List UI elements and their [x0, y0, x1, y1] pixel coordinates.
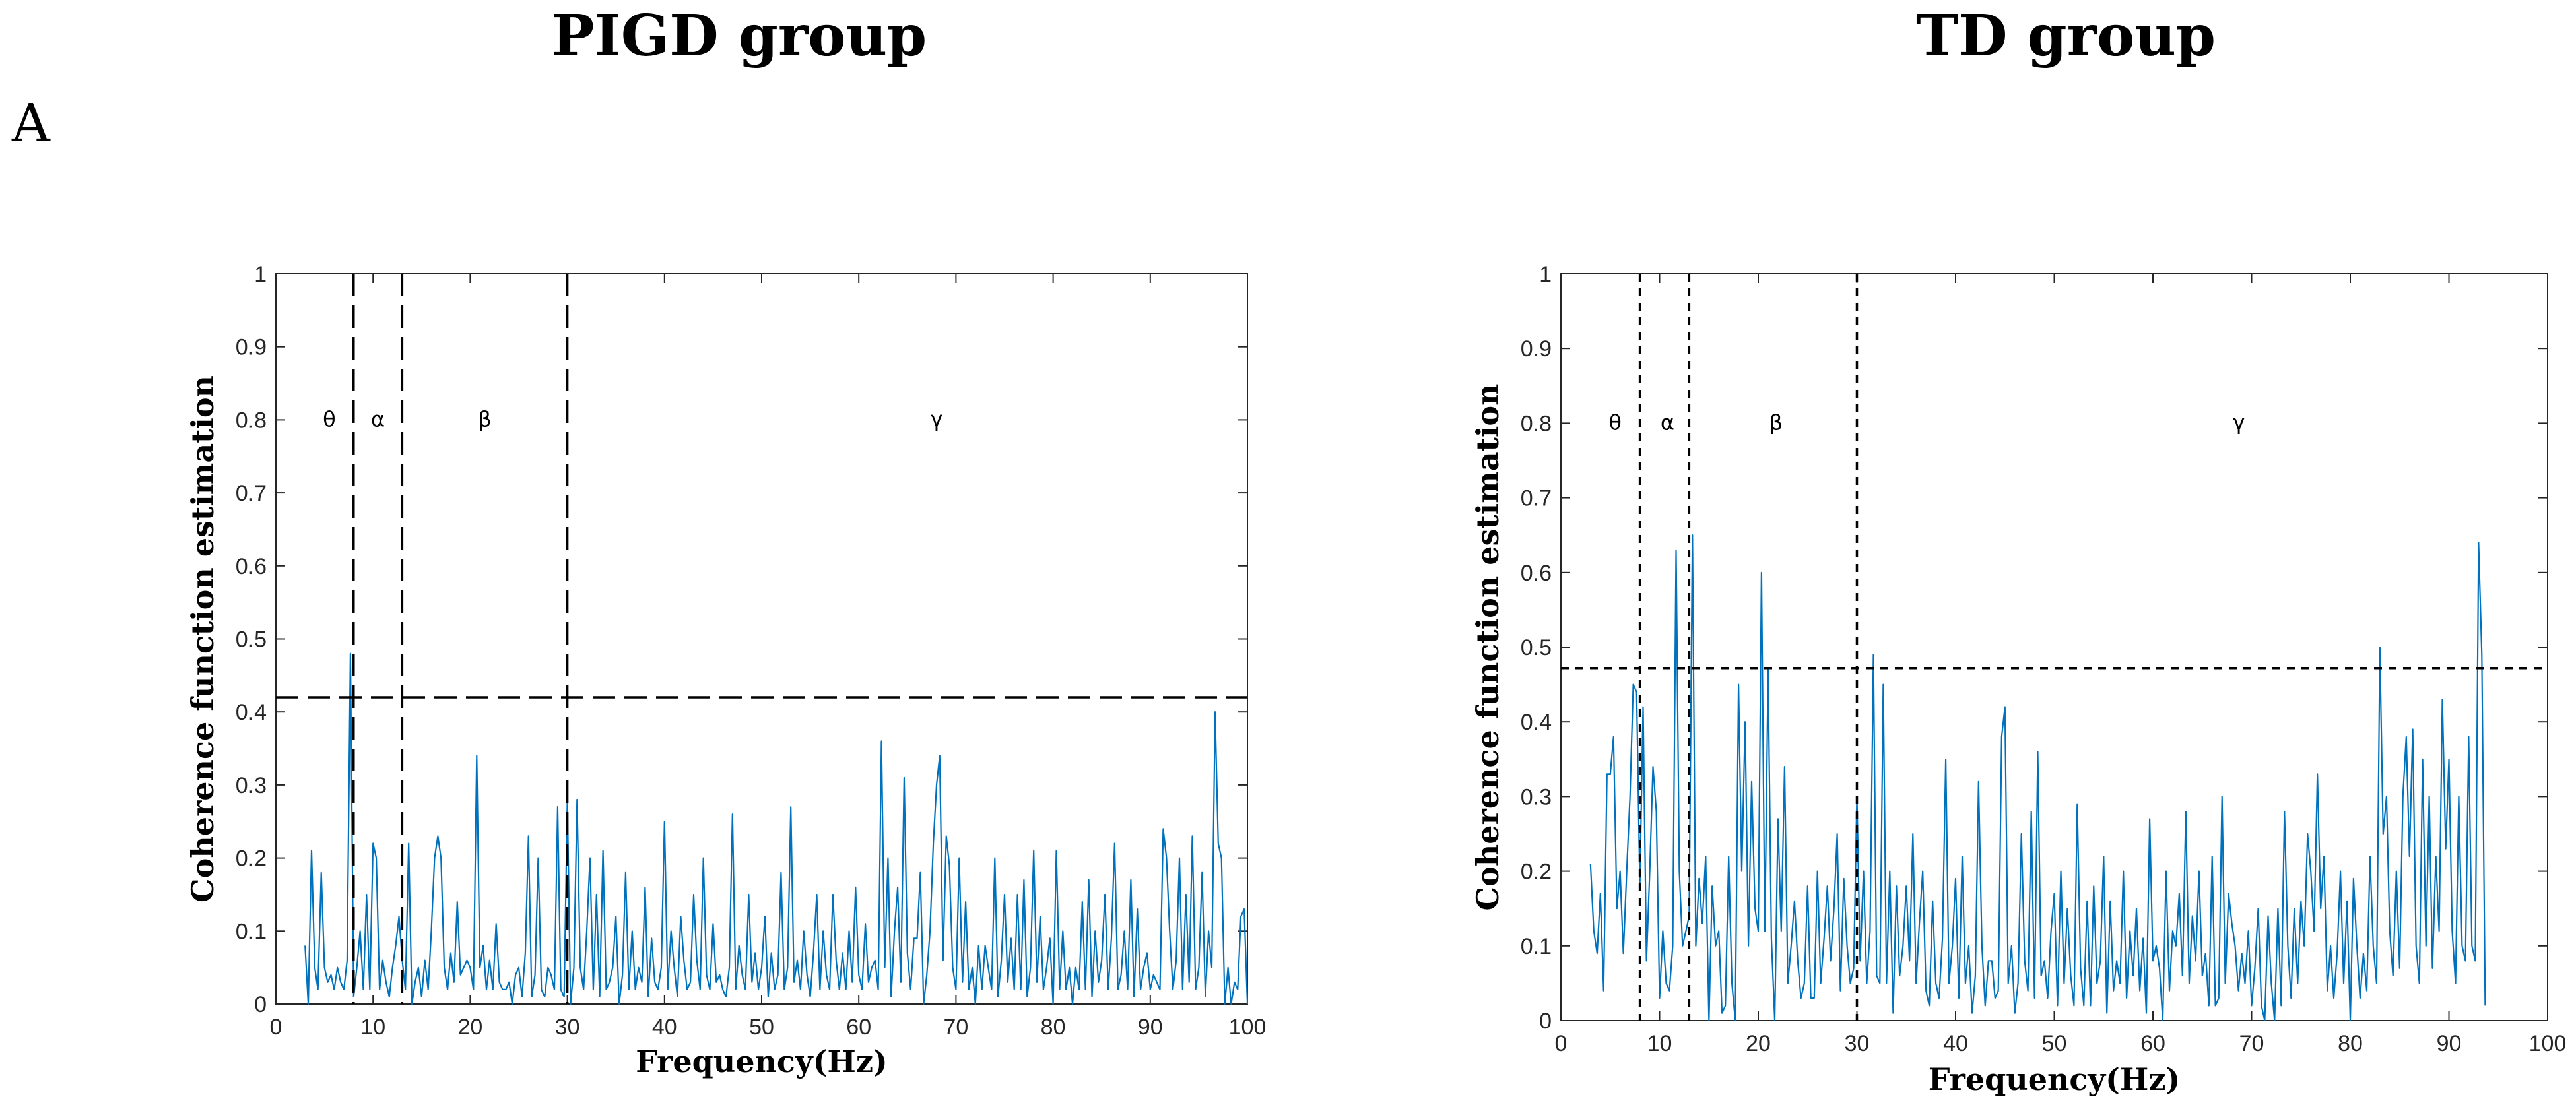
- pigd-x-axis-label: Frequency(Hz): [636, 1044, 888, 1079]
- td-x-tick-label: 20: [1746, 1031, 1771, 1056]
- td-x-tick-label: 40: [1943, 1031, 1968, 1056]
- pigd-y-tick-label: 0.4: [236, 700, 267, 725]
- pigd-x-tick-label: 20: [457, 1015, 482, 1040]
- pigd-band-label: θ: [323, 406, 336, 431]
- pigd-x-tick-label: 0: [270, 1015, 282, 1040]
- td-y-tick-label: 0.9: [1521, 336, 1552, 362]
- td-x-axis-label: Frequency(Hz): [1929, 1061, 2181, 1097]
- td-x-tick-label: 70: [2239, 1031, 2264, 1056]
- td-x-tick-label: 0: [1555, 1031, 1568, 1056]
- td-y-tick-label: 0.2: [1521, 860, 1552, 885]
- pigd-x-tick-label: 60: [846, 1015, 871, 1040]
- pigd-y-tick-label: 0.1: [236, 919, 267, 944]
- pigd-y-tick-label: 0.2: [236, 846, 267, 871]
- pigd-y-tick-label: 0.7: [236, 481, 267, 506]
- pigd-y-tick-label: 0.5: [236, 627, 267, 652]
- pigd-coherence-line: [304, 652, 1249, 1005]
- td-y-tick-label: 0.4: [1521, 710, 1552, 735]
- td-y-tick-label: 0.6: [1521, 561, 1552, 586]
- pigd-x-tick-label: 50: [749, 1015, 774, 1040]
- td-band-label: θ: [1608, 410, 1622, 435]
- pigd-y-tick-label: 0.3: [236, 773, 267, 798]
- td-y-tick-label: 0.7: [1521, 486, 1552, 511]
- panel-label: A: [12, 92, 50, 154]
- pigd-y-tick-label: 0.6: [236, 554, 267, 579]
- pigd-y-tick-label: 1: [254, 262, 267, 287]
- pigd-x-tick-label: 70: [943, 1015, 968, 1040]
- td-x-tick-label: 100: [2529, 1031, 2567, 1056]
- td-y-axis-label: Coherence function estimation: [1470, 383, 1505, 910]
- td-coherence-line: [1589, 534, 2486, 1022]
- pigd-y-tick-label: 0: [254, 992, 267, 1017]
- td-group-title: TD group: [1916, 3, 2216, 69]
- pigd-x-tick-label: 100: [1229, 1015, 1267, 1040]
- td-y-tick-label: 0.1: [1521, 934, 1552, 959]
- td-x-tick-label: 10: [1647, 1031, 1672, 1056]
- td-x-tick-label: 50: [2042, 1031, 2067, 1056]
- td-x-tick-label: 30: [1845, 1031, 1870, 1056]
- pigd-y-tick-label: 0.9: [236, 335, 267, 360]
- pigd-y-tick-label: 0.8: [236, 408, 267, 433]
- pigd-band-label: γ: [930, 406, 942, 431]
- pigd-y-axis-label: Coherence function estimation: [185, 375, 220, 902]
- pigd-band-label: α: [371, 406, 385, 431]
- td-x-tick-label: 80: [2338, 1031, 2363, 1056]
- pigd-band-label: β: [478, 406, 491, 431]
- td-band-label: α: [1661, 410, 1674, 435]
- pigd-x-tick-label: 90: [1138, 1015, 1163, 1040]
- pigd-group-title: PIGD group: [551, 3, 927, 69]
- pigd-x-tick-label: 30: [555, 1015, 580, 1040]
- td-y-tick-label: 0: [1539, 1009, 1552, 1034]
- td-y-tick-label: 1: [1539, 262, 1552, 287]
- td-y-tick-label: 0.5: [1521, 635, 1552, 660]
- pigd-x-tick-label: 40: [652, 1015, 677, 1040]
- td-x-tick-label: 90: [2437, 1031, 2462, 1056]
- td-x-tick-label: 60: [2140, 1031, 2165, 1056]
- pigd-x-tick-label: 10: [360, 1015, 385, 1040]
- td-y-tick-label: 0.3: [1521, 784, 1552, 809]
- td-y-tick-label: 0.8: [1521, 411, 1552, 436]
- td-band-label: γ: [2233, 410, 2245, 435]
- pigd-x-tick-label: 80: [1041, 1015, 1066, 1040]
- td-band-label: β: [1769, 410, 1783, 435]
